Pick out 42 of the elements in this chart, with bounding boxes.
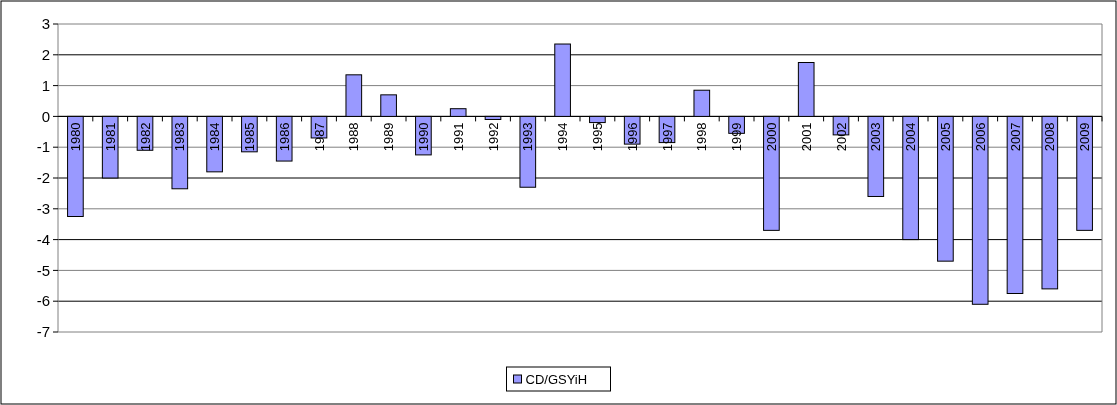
x-tick-label: 2005 [937,122,953,152]
x-tick-label: 2009 [1077,122,1093,152]
x-tick-label: 1998 [694,122,710,152]
x-tick-label: 1981 [102,122,118,152]
y-tick-label: -2 [36,169,50,187]
x-tick-label: 1994 [555,122,571,152]
x-tick-label: 1987 [311,122,327,152]
x-tick-label: 2002 [833,122,849,152]
x-tick-label: 1993 [520,122,536,152]
x-tick-label: 1983 [172,122,188,152]
x-tick-label: 2004 [903,122,919,152]
y-tick-label: -4 [36,230,50,248]
x-tick-label: 1996 [624,122,640,152]
x-tick-label: 1982 [137,122,153,152]
y-tick-label: 1 [41,76,50,94]
x-tick-label: 1995 [589,122,605,152]
x-tick-label: 1985 [241,122,257,152]
x-tick-label: 2001 [798,122,814,152]
x-tick-label: 2000 [763,122,779,152]
y-tick-label: 2 [41,46,50,64]
y-tick-label: -5 [36,261,50,279]
x-tick-label: 1980 [67,122,83,152]
x-tick-label: 1990 [415,122,431,152]
x-tick-label: 1984 [207,122,223,152]
y-tick-label: -6 [36,292,50,310]
legend-label: CD/GSYiH [525,371,588,387]
x-tick-label: 2006 [972,122,988,152]
x-tick-label: 1997 [659,122,675,152]
x-tick-label: 2008 [1042,122,1058,152]
x-tick-label: 1989 [381,122,397,152]
x-tick-label: 1986 [276,122,292,152]
y-tick-label: -1 [36,138,50,156]
x-tick-label: 2003 [868,122,884,152]
x-tick-label: 1992 [485,122,501,152]
x-tick-label: 2007 [1007,122,1023,152]
y-tick-label: 3 [41,15,50,33]
x-tick-label: 1991 [450,122,466,152]
x-tick-label: 1988 [346,122,362,152]
x-tick-label: 1999 [729,122,745,152]
y-tick-label: -7 [36,323,50,341]
y-tick-label: 0 [41,107,50,125]
y-tick-label: -3 [36,200,50,218]
